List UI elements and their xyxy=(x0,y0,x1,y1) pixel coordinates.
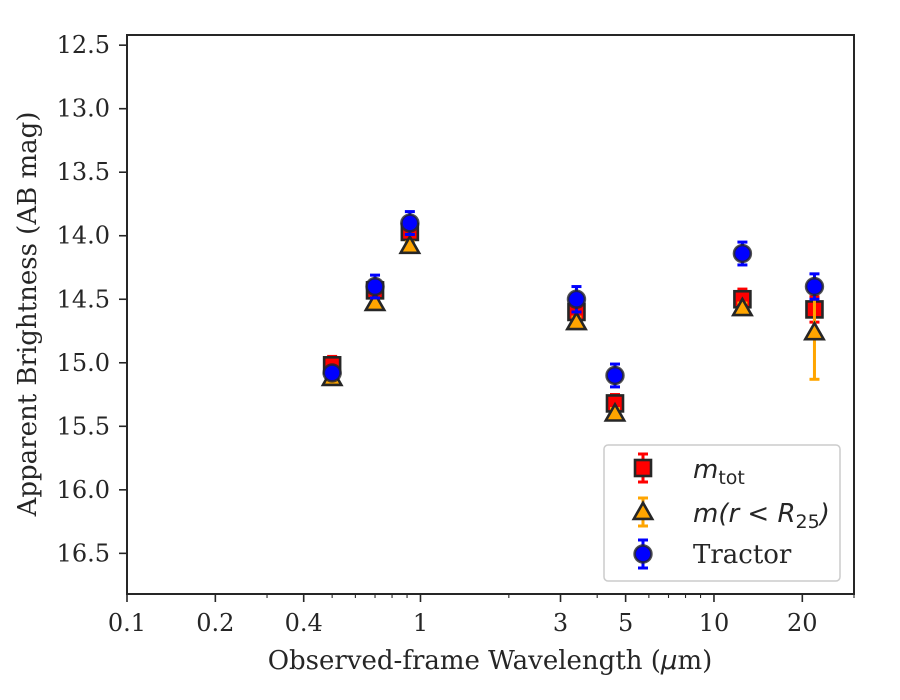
series-layer xyxy=(320,210,826,422)
legend-item-m-tot: mtot xyxy=(693,455,745,489)
legend: mtot m(r < R25) Tractor xyxy=(603,444,841,582)
legend-marker xyxy=(631,500,655,521)
legend-item-m-r25-tail: ) xyxy=(818,499,830,529)
y-tick-label: 13.5 xyxy=(57,158,110,186)
y-tick-label: 15.0 xyxy=(57,349,110,377)
x-tick-label: 3 xyxy=(553,609,568,637)
x-tick-label: 0.4 xyxy=(285,609,323,637)
x-tick-label: 0.2 xyxy=(196,609,234,637)
legend-frame xyxy=(603,444,841,582)
y-tick-label: 16.0 xyxy=(57,476,110,504)
series-circle xyxy=(322,210,825,389)
legend-marker xyxy=(633,458,653,478)
data-point xyxy=(603,401,627,422)
legend-item-m-r25-main: m(r < R xyxy=(693,499,796,529)
data-point xyxy=(400,213,420,233)
legend-handle-circle xyxy=(633,538,653,570)
x-axis-title-mu: μ xyxy=(660,646,678,676)
data-point xyxy=(730,296,754,317)
x-axis-title-main: Observed-frame Wavelength ( xyxy=(268,646,661,676)
legend-item-tractor: Tractor xyxy=(693,540,792,570)
legend-handles xyxy=(631,452,655,570)
x-axis-title-unit: m) xyxy=(677,646,712,676)
x-axis: 0.1 0.2 0.4 1 3 5 10 20 xyxy=(108,594,855,637)
y-tick-label: 15.5 xyxy=(57,412,110,440)
data-point xyxy=(803,320,826,341)
legend-item-m-tot-main: m xyxy=(693,455,718,485)
y-tick-label: 14.0 xyxy=(57,222,110,250)
data-point xyxy=(398,234,422,255)
data-point xyxy=(322,363,342,383)
y-tick-label: 16.5 xyxy=(57,539,110,567)
data-point xyxy=(732,243,753,264)
x-tick-label: 0.1 xyxy=(108,609,146,637)
y-tick-label: 12.5 xyxy=(57,31,110,59)
legend-item-m-r25: m(r < R25) xyxy=(693,499,830,533)
data-point xyxy=(565,310,588,331)
x-tick-label: 10 xyxy=(699,609,730,637)
legend-handle-triangle xyxy=(631,496,655,528)
y-axis-title: Apparent Brightness (AB mag) xyxy=(13,112,43,518)
data-point xyxy=(365,276,385,297)
legend-marker xyxy=(633,544,653,564)
data-point xyxy=(363,291,387,312)
legend-item-m-tot-sub: tot xyxy=(718,467,745,489)
data-point xyxy=(804,276,825,297)
x-tick-label: 1 xyxy=(413,609,428,637)
x-tick-label: 20 xyxy=(787,609,818,637)
y-tick-label: 14.5 xyxy=(57,285,110,313)
data-point xyxy=(605,365,625,386)
data-point xyxy=(566,289,587,309)
x-tick-label: 5 xyxy=(618,609,633,637)
y-axis: 12.5 13.0 13.5 14.0 14.5 15.0 15.5 16.0 16.5 xyxy=(57,31,127,567)
plot-frame xyxy=(126,34,855,595)
y-tick-label: 13.0 xyxy=(57,95,110,123)
legend-item-m-r25-sub: 25 xyxy=(796,511,820,533)
x-axis-title: Observed-frame Wavelength (μm) xyxy=(268,646,713,676)
legend-handle-square xyxy=(633,452,653,484)
